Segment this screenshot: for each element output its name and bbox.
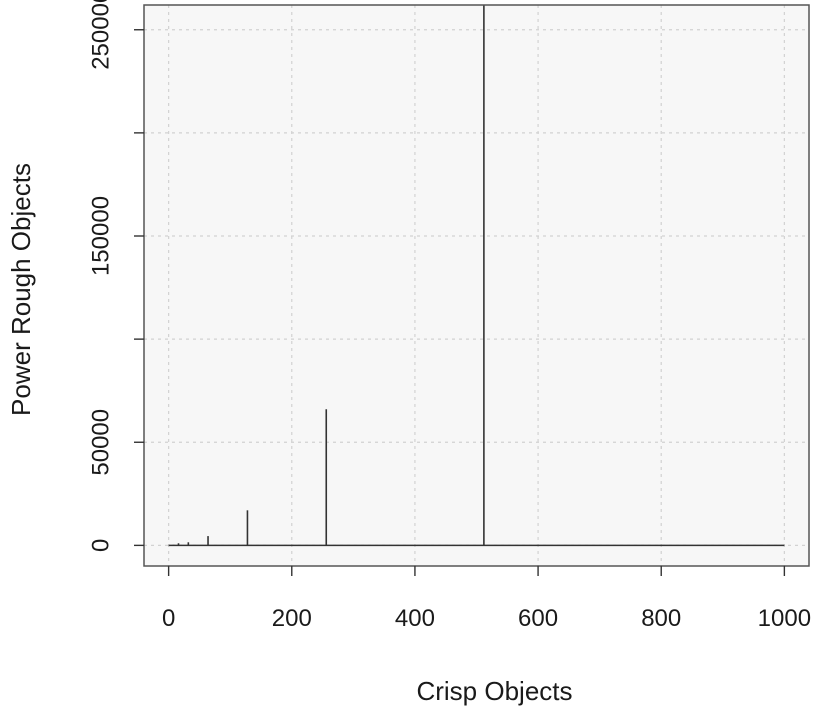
x-axis: 0 200 400 600 800 1000 xyxy=(162,566,811,632)
x-tick-label: 1000 xyxy=(758,605,811,632)
y-tick-label: 150000 xyxy=(87,196,114,276)
y-tick-label: 50000 xyxy=(87,409,114,476)
x-tick-label: 600 xyxy=(518,605,558,632)
series-lines xyxy=(168,5,785,547)
x-tick-label: 0 xyxy=(162,605,175,632)
x-axis-title: Crisp Objects xyxy=(416,676,572,706)
y-axis-title: Power Rough Objects xyxy=(6,163,36,416)
y-tick-label: 250000 xyxy=(87,0,114,70)
y-tick-label: 0 xyxy=(87,539,114,552)
x-tick-label: 800 xyxy=(641,605,681,632)
y-axis: 0 50000 150000 250000 xyxy=(87,0,144,552)
plot-frame xyxy=(143,4,810,567)
plot-background xyxy=(144,5,809,566)
x-tick-label: 400 xyxy=(395,605,435,632)
x-tick-label: 200 xyxy=(272,605,312,632)
